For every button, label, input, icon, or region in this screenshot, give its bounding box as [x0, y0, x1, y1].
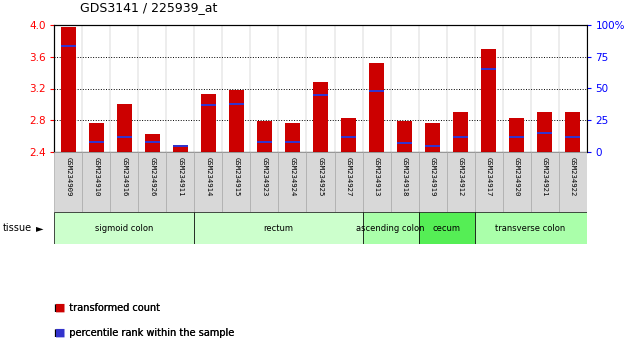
Bar: [474, 212, 587, 244]
Bar: [83, 152, 110, 212]
Bar: [257, 121, 272, 152]
Bar: [61, 45, 76, 47]
Bar: [54, 212, 194, 244]
Text: percentile rank within the sample: percentile rank within the sample: [66, 328, 234, 338]
Bar: [509, 136, 524, 138]
Bar: [565, 113, 580, 152]
Bar: [110, 152, 138, 212]
Text: ■: ■: [54, 328, 65, 338]
Bar: [453, 113, 468, 152]
Bar: [61, 27, 76, 152]
Bar: [201, 94, 216, 152]
Text: GSM234915: GSM234915: [233, 157, 240, 196]
Bar: [447, 152, 474, 212]
Bar: [481, 48, 496, 152]
Bar: [194, 212, 363, 244]
Text: sigmoid colon: sigmoid colon: [96, 224, 154, 233]
Bar: [341, 136, 356, 138]
Bar: [425, 123, 440, 152]
Text: GSM234923: GSM234923: [262, 157, 267, 196]
Bar: [201, 104, 216, 106]
Text: GSM234917: GSM234917: [485, 157, 492, 196]
Bar: [117, 136, 132, 138]
Bar: [419, 212, 474, 244]
Bar: [419, 152, 447, 212]
Bar: [537, 132, 552, 134]
Bar: [173, 146, 188, 152]
Bar: [397, 121, 412, 152]
Bar: [565, 136, 580, 138]
Text: ascending colon: ascending colon: [356, 224, 425, 233]
Bar: [531, 152, 558, 212]
Text: tissue: tissue: [3, 223, 32, 233]
Text: ■  transformed count: ■ transformed count: [54, 303, 161, 313]
Bar: [257, 141, 272, 143]
Bar: [145, 141, 160, 143]
Bar: [390, 152, 419, 212]
Bar: [503, 152, 531, 212]
Bar: [558, 152, 587, 212]
Bar: [229, 90, 244, 152]
Bar: [363, 152, 390, 212]
Text: cecum: cecum: [433, 224, 460, 233]
Bar: [173, 145, 188, 147]
Text: GSM234920: GSM234920: [513, 157, 519, 196]
Bar: [138, 152, 167, 212]
Bar: [285, 123, 300, 152]
Bar: [285, 141, 300, 143]
Bar: [369, 63, 384, 152]
Bar: [481, 68, 496, 70]
Text: GDS3141 / 225939_at: GDS3141 / 225939_at: [80, 1, 217, 14]
Bar: [341, 118, 356, 152]
Text: GSM234921: GSM234921: [542, 157, 547, 196]
Bar: [397, 142, 412, 144]
Text: GSM234927: GSM234927: [345, 157, 351, 196]
Text: ►: ►: [36, 223, 44, 233]
Bar: [335, 152, 363, 212]
Bar: [251, 152, 278, 212]
Text: transverse colon: transverse colon: [495, 224, 565, 233]
Text: ■  percentile rank within the sample: ■ percentile rank within the sample: [54, 328, 235, 338]
Text: GSM234922: GSM234922: [569, 157, 576, 196]
Text: transformed count: transformed count: [66, 303, 160, 313]
Bar: [313, 82, 328, 152]
Text: GSM234925: GSM234925: [317, 157, 324, 196]
Text: ■: ■: [54, 303, 65, 313]
Text: GSM234910: GSM234910: [94, 157, 99, 196]
Text: GSM234926: GSM234926: [149, 157, 156, 196]
Text: GSM234909: GSM234909: [65, 157, 72, 196]
Text: GSM234918: GSM234918: [401, 157, 408, 196]
Bar: [89, 141, 104, 143]
Bar: [222, 152, 251, 212]
Bar: [54, 152, 83, 212]
Bar: [278, 152, 306, 212]
Bar: [313, 94, 328, 96]
Bar: [363, 212, 419, 244]
Bar: [145, 134, 160, 152]
Bar: [453, 136, 468, 138]
Text: GSM234924: GSM234924: [290, 157, 296, 196]
Text: GSM234911: GSM234911: [178, 157, 183, 196]
Bar: [89, 123, 104, 152]
Bar: [117, 104, 132, 152]
Bar: [425, 145, 440, 147]
Text: rectum: rectum: [263, 224, 294, 233]
Text: GSM234916: GSM234916: [122, 157, 128, 196]
Bar: [194, 152, 222, 212]
Text: GSM234913: GSM234913: [374, 157, 379, 196]
Bar: [509, 118, 524, 152]
Bar: [369, 90, 384, 92]
Text: GSM234919: GSM234919: [429, 157, 435, 196]
Bar: [167, 152, 194, 212]
Text: GSM234914: GSM234914: [206, 157, 212, 196]
Text: GSM234912: GSM234912: [458, 157, 463, 196]
Bar: [537, 113, 552, 152]
Bar: [474, 152, 503, 212]
Bar: [306, 152, 335, 212]
Bar: [229, 103, 244, 105]
